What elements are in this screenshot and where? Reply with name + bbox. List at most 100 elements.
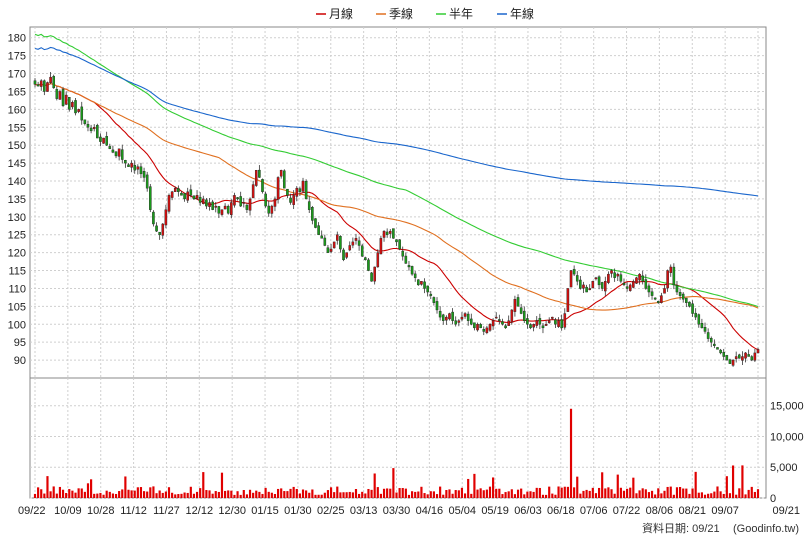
candle-body (36, 84, 40, 87)
volume-bar (560, 487, 563, 498)
volume-bar (177, 494, 180, 498)
volume-bar (158, 490, 161, 498)
volume-bar (607, 487, 610, 498)
price-grid (29, 26, 767, 379)
volume-bar (460, 487, 464, 498)
x-tick-label: 06/03 (514, 505, 542, 517)
candle-body (709, 337, 713, 343)
candle-body (117, 148, 121, 157)
volume-bar (738, 488, 741, 498)
candle-body (700, 323, 704, 329)
volume-bar (37, 487, 40, 498)
volume-bar (261, 493, 264, 498)
candle-body (336, 234, 339, 241)
volume-bar (479, 488, 482, 498)
candle-body (685, 297, 688, 303)
candle-body (454, 320, 457, 325)
volume-bar (108, 491, 111, 498)
volume-bar (40, 489, 43, 498)
candle-body (457, 320, 461, 323)
volume-bar (622, 490, 626, 498)
candle-body (392, 228, 395, 239)
volume-bar (694, 471, 697, 498)
candle-body (164, 209, 168, 226)
volume-bar (361, 491, 364, 498)
volume-bar (308, 492, 311, 498)
candle-body (644, 279, 648, 289)
candle-body (102, 137, 105, 144)
candle-body (688, 301, 691, 307)
volume-bar (205, 490, 208, 498)
volume-tick-label: 0 (770, 493, 776, 505)
candle-body (351, 241, 355, 246)
price-tick-label: 170 (8, 69, 26, 81)
candle-body (173, 187, 177, 192)
volume-bar (329, 487, 333, 498)
volume-bar (476, 489, 479, 498)
volume-bar (61, 489, 65, 498)
candle-body (339, 235, 342, 250)
candle-body (145, 174, 149, 189)
price-tick-label: 115 (8, 266, 26, 278)
candle-body (482, 329, 486, 332)
candle-body (245, 204, 249, 210)
candle-body (541, 325, 545, 329)
volume-bar (258, 491, 261, 498)
volume-bar (192, 493, 196, 498)
candle-body (133, 164, 137, 171)
x-tick-label: 07/06 (580, 505, 608, 517)
volume-bar (217, 491, 220, 498)
volume-panel (29, 377, 767, 499)
volume-bar (535, 487, 538, 498)
candle-body (660, 295, 663, 303)
volume-bar (80, 488, 83, 498)
ma-halfyear-line (34, 33, 759, 308)
volume-tick-label: 15,000 (770, 401, 804, 413)
candle-body (501, 321, 504, 325)
candle-body (507, 320, 510, 326)
volume-bar (180, 493, 183, 498)
candle-body (738, 354, 741, 359)
volume-bar (171, 492, 174, 498)
candle-body (183, 193, 186, 200)
candle-body (678, 292, 682, 296)
volume-bar (317, 494, 320, 498)
x-tick-label: 03/13 (350, 505, 378, 517)
volume-bar (429, 491, 432, 498)
volume-bar (551, 493, 554, 498)
volume-bar (629, 487, 632, 498)
candle-body (388, 230, 392, 234)
candle-body (731, 359, 735, 366)
volume-bar (199, 488, 202, 498)
volume-bar (439, 486, 442, 498)
candle-body (248, 198, 252, 211)
candle-body (342, 249, 345, 261)
volume-bar (529, 491, 532, 498)
volume-bar (414, 491, 417, 498)
candle-body (192, 195, 196, 200)
volume-bar (613, 493, 616, 498)
volume-bar (632, 477, 635, 498)
candle-body (625, 286, 629, 289)
candle-body (364, 257, 367, 261)
candle-body (466, 313, 470, 321)
volume-bar (563, 486, 566, 498)
volume-bar (545, 494, 548, 498)
x-tick-label: 01/30 (284, 505, 312, 517)
candle-body (155, 225, 158, 232)
volume-bars (33, 408, 760, 498)
volume-bar (504, 492, 507, 498)
volume-bar (569, 408, 573, 498)
volume-bar (214, 491, 217, 498)
volume-bar (660, 493, 663, 498)
candle-body (597, 276, 601, 286)
candle-body (111, 149, 115, 153)
candle-body (741, 356, 744, 361)
candle-body (270, 205, 274, 214)
volume-bar (46, 476, 49, 498)
candle-body (64, 94, 68, 105)
volume-bar (211, 493, 214, 498)
candle-body (61, 89, 65, 106)
candle-body (142, 171, 146, 178)
price-tick-label: 135 (8, 194, 26, 206)
